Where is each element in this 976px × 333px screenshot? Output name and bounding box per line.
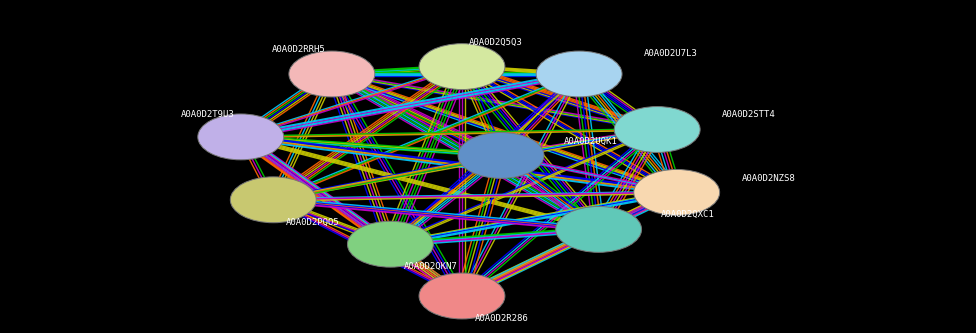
Ellipse shape <box>419 273 505 319</box>
Ellipse shape <box>198 114 284 160</box>
Ellipse shape <box>536 51 622 97</box>
Text: A0A0D2T9U3: A0A0D2T9U3 <box>181 110 234 119</box>
Text: A0A0D2PQO5: A0A0D2PQO5 <box>286 217 340 226</box>
Text: A0A0D2U7L3: A0A0D2U7L3 <box>644 49 698 58</box>
Ellipse shape <box>419 44 505 90</box>
Ellipse shape <box>633 169 719 215</box>
Ellipse shape <box>555 206 641 252</box>
Ellipse shape <box>230 177 316 223</box>
Ellipse shape <box>614 107 700 153</box>
Text: A0A0D2QXC1: A0A0D2QXC1 <box>661 210 714 219</box>
Text: A0A0D2QKN7: A0A0D2QKN7 <box>403 262 457 271</box>
Ellipse shape <box>458 133 544 178</box>
Ellipse shape <box>347 221 433 267</box>
Text: A0A0D2UQK1: A0A0D2UQK1 <box>563 137 617 146</box>
Text: A0A0D2NZS8: A0A0D2NZS8 <box>742 174 795 183</box>
Text: A0A0D2STT4: A0A0D2STT4 <box>722 110 776 119</box>
Text: A0A0D2RRH5: A0A0D2RRH5 <box>271 45 325 55</box>
Text: A0A0D2Q5Q3: A0A0D2Q5Q3 <box>468 38 522 47</box>
Ellipse shape <box>289 51 375 97</box>
Text: A0A0D2R286: A0A0D2R286 <box>475 314 529 323</box>
